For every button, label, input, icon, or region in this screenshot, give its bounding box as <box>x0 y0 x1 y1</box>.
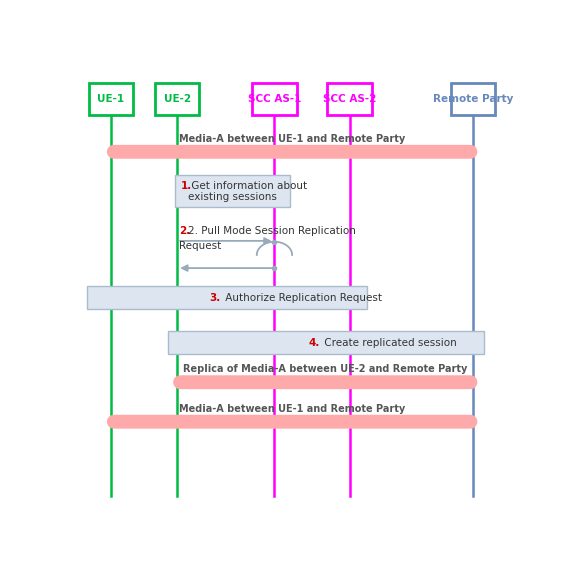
Text: existing sessions: existing sessions <box>188 193 277 202</box>
Text: Create replicated session: Create replicated session <box>321 337 457 348</box>
Text: 3.: 3. <box>209 292 221 303</box>
Text: 1.: 1. <box>180 181 192 191</box>
Text: Replica of Media-A between UE-2 and Remote Party: Replica of Media-A between UE-2 and Remo… <box>183 364 467 374</box>
Text: UE-2: UE-2 <box>164 94 191 104</box>
FancyBboxPatch shape <box>253 83 296 115</box>
Text: SCC AS-1: SCC AS-1 <box>248 94 301 104</box>
Text: 4.: 4. <box>308 337 320 348</box>
Text: Remote Party: Remote Party <box>433 94 514 104</box>
Text: Authorize Replication Request: Authorize Replication Request <box>222 292 382 303</box>
FancyBboxPatch shape <box>87 286 367 309</box>
Text: Media-A between UE-1 and Remote Party: Media-A between UE-1 and Remote Party <box>179 404 405 414</box>
Text: 2.: 2. <box>180 226 191 237</box>
Text: Get information about: Get information about <box>188 181 307 191</box>
Text: 2. Pull Mode Session Replication: 2. Pull Mode Session Replication <box>188 226 356 237</box>
FancyBboxPatch shape <box>155 83 200 115</box>
FancyBboxPatch shape <box>327 83 372 115</box>
FancyBboxPatch shape <box>175 176 290 207</box>
FancyBboxPatch shape <box>451 83 495 115</box>
FancyBboxPatch shape <box>89 83 133 115</box>
Text: SCC AS-2: SCC AS-2 <box>323 94 376 104</box>
Text: Request: Request <box>180 241 222 251</box>
Text: Media-A between UE-1 and Remote Party: Media-A between UE-1 and Remote Party <box>179 134 405 144</box>
Text: UE-1: UE-1 <box>97 94 125 104</box>
FancyBboxPatch shape <box>169 331 484 354</box>
